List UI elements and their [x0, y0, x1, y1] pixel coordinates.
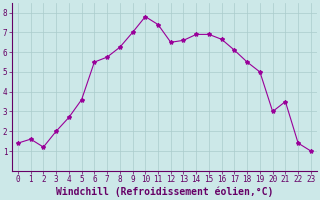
- X-axis label: Windchill (Refroidissement éolien,°C): Windchill (Refroidissement éolien,°C): [56, 187, 273, 197]
